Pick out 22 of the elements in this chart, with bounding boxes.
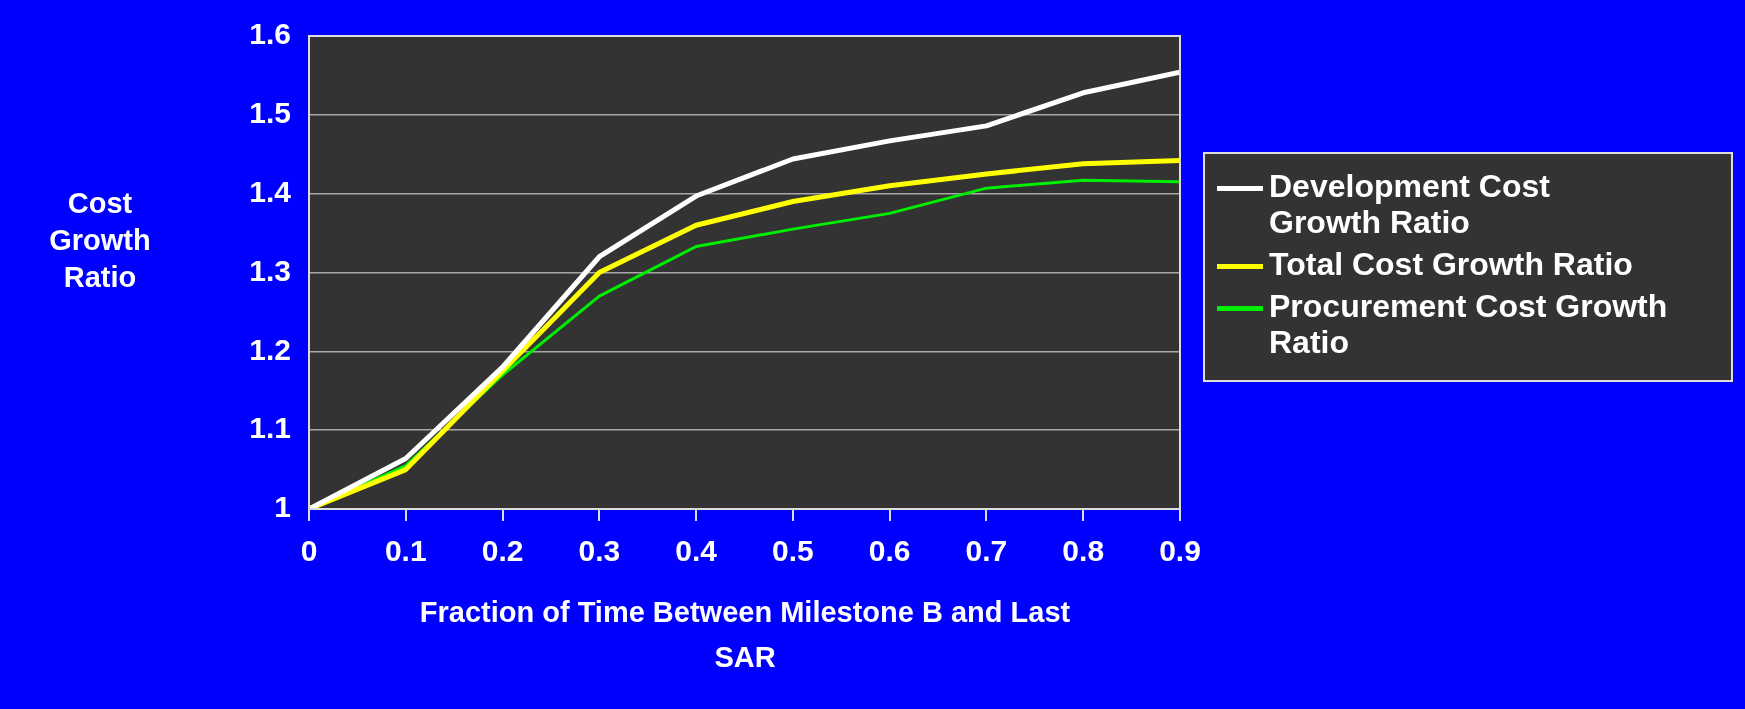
y-tick-label: 1 [274,490,291,524]
y-tick-label: 1.5 [249,96,291,130]
legend-label: Total Cost Growth Ratio [1269,246,1634,282]
x-tick-label: 0.3 [578,534,621,568]
x-tick-label: 0.7 [965,534,1008,568]
y-tick-label: 1.1 [249,411,291,445]
y-axis-title: Cost Growth Ratio [48,186,152,295]
y-tick-label: 1.6 [249,17,291,51]
x-tick-label: 0.8 [1062,534,1105,568]
y-tick-label: 1.3 [249,253,291,287]
y-tick-label: 1.4 [249,174,292,208]
x-axis-title: Fraction of Time Between Milestone B and Last SAR [418,595,1072,675]
x-tick-label: 0.4 [675,534,718,568]
legend-label: Development Cost Growth Ratio [1269,168,1551,240]
x-tick-label: 0.5 [772,534,814,568]
x-tick-label: 0.1 [384,534,427,568]
legend-label: Procurement Cost Growth Ratio [1269,288,1669,360]
x-tick-label: 0.9 [1159,534,1201,568]
x-tick-label: 0.6 [868,534,911,568]
y-tick-label: 1.2 [249,332,291,366]
x-tick-label: 0.2 [481,534,524,568]
x-tick-label: 0 [300,534,318,568]
